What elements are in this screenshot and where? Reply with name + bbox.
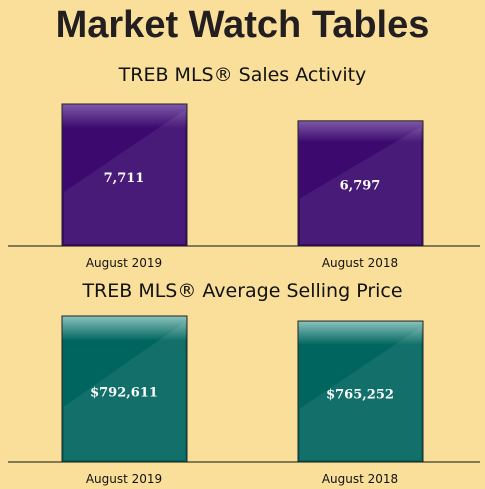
sales-bar-sheen-2 xyxy=(300,126,421,244)
sales-bar-2 xyxy=(297,120,424,247)
sales-category-label-2: August 2018 xyxy=(322,256,398,270)
price-value-label-2: $765,252 xyxy=(326,388,394,403)
sales-activity-chart: 7,711 August 2019 6,797 August 2018 xyxy=(8,103,480,270)
page-title: Market Watch Tables xyxy=(55,4,430,46)
price-category-label-2: August 2018 xyxy=(322,472,398,486)
price-category-label-1: August 2019 xyxy=(86,472,162,486)
price-value-label-1: $792,611 xyxy=(90,385,158,400)
price-bar-2 xyxy=(297,320,424,463)
price-bar-1 xyxy=(61,315,188,463)
average-price-chart: $792,611 August 2019 $765,252 August 2018 xyxy=(8,315,480,486)
sales-activity-chart-title: TREB MLS® Sales Activity xyxy=(118,64,367,86)
price-bar-sheen-1 xyxy=(64,322,185,460)
sales-category-label-1: August 2019 xyxy=(86,256,162,270)
sales-value-label-1: 7,711 xyxy=(104,171,145,186)
sales-bar-sheen-1 xyxy=(64,110,185,244)
price-bar-sheen-2 xyxy=(300,327,421,460)
average-price-chart-title: TREB MLS® Average Selling Price xyxy=(82,280,403,302)
sales-bar-1 xyxy=(61,103,188,247)
sales-value-label-2: 6,797 xyxy=(340,179,381,194)
